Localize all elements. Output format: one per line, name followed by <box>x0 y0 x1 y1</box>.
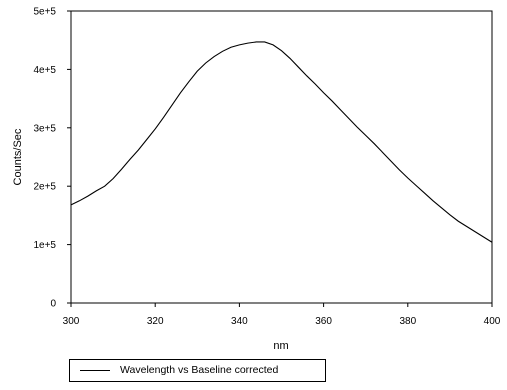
x-tick-label: 360 <box>315 316 332 327</box>
x-tick-label: 300 <box>63 316 80 327</box>
y-tick-label: 0 <box>50 299 56 310</box>
y-tick-label: 4e+5 <box>33 65 56 76</box>
x-tick-label: 380 <box>399 316 416 327</box>
y-tick-label: 5e+5 <box>33 7 56 18</box>
legend-label: Wavelength vs Baseline corrected <box>120 364 279 376</box>
y-axis: 0 1e+5 2e+5 3e+5 4e+5 5e+5 <box>33 7 71 310</box>
plot-area <box>70 10 493 304</box>
legend: Wavelength vs Baseline corrected <box>69 359 326 382</box>
legend-swatch <box>80 370 110 371</box>
x-axis-title: nm <box>273 340 288 352</box>
x-tick-label: 320 <box>147 316 164 327</box>
x-tick-label: 340 <box>231 316 248 327</box>
series-line <box>70 41 493 243</box>
y-tick-label: 1e+5 <box>33 240 56 251</box>
y-axis-title: Counts/Sec <box>12 128 24 185</box>
y-tick-label: 2e+5 <box>33 182 56 193</box>
x-axis: 300 320 340 360 380 400 <box>63 303 501 327</box>
x-tick-label: 400 <box>484 316 501 327</box>
y-tick-label: 3e+5 <box>33 123 56 134</box>
